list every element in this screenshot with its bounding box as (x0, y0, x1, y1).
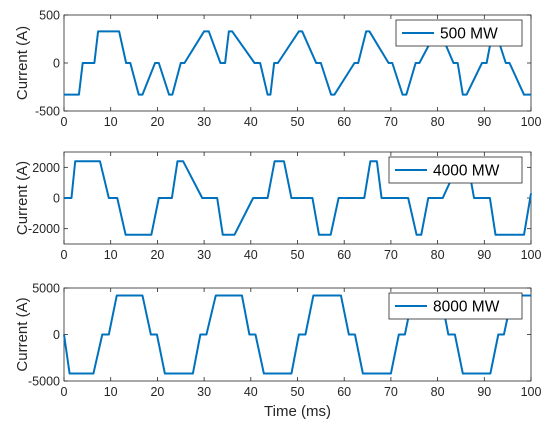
x-tick-label: 20 (150, 248, 164, 262)
x-tick-label: 100 (521, 385, 542, 399)
x-tick-label: 80 (431, 248, 445, 262)
legend-label: 4000 MW (433, 163, 500, 180)
series-line (64, 160, 532, 236)
x-tick-label: 100 (521, 248, 542, 262)
x-tick-label: 40 (244, 385, 258, 399)
x-tick-label: 60 (337, 385, 351, 399)
series-line (63, 294, 531, 375)
x-tick-label: 20 (150, 115, 164, 129)
x-tick-label: 60 (337, 115, 351, 129)
y-axis-label: Current (A) (14, 297, 31, 371)
y-tick-label: 0 (53, 328, 60, 342)
x-tick-label: 70 (384, 115, 398, 129)
y-axis-label: Current (A) (14, 161, 31, 235)
x-tick-label: 60 (337, 248, 351, 262)
x-tick-label: 50 (291, 115, 305, 129)
x-tick-label: 0 (61, 385, 68, 399)
x-tick-label: 100 (521, 115, 542, 129)
legend: 500 MW (395, 19, 523, 47)
panel-3: 0 10 20 30 40 50 60 70 80 90 10050000-5000Current … (14, 282, 541, 400)
x-tick-label: 30 (197, 385, 211, 399)
x-tick-label: 50 (291, 248, 305, 262)
x-tick-label: 10 (104, 248, 118, 262)
x-tick-label: 30 (197, 115, 211, 129)
x-axis-label: Time (ms) (264, 403, 331, 420)
y-tick-label: -500 (35, 105, 60, 119)
x-tick-label: 90 (477, 115, 491, 129)
y-tick-label: 0 (53, 192, 60, 206)
x-tick-label: 20 (150, 385, 164, 399)
x-tick-label: 90 (477, 385, 491, 399)
y-tick-label: -2000 (28, 222, 60, 236)
y-tick-label: -5000 (28, 375, 60, 389)
y-tick-label: 2000 (32, 161, 60, 175)
y-tick-label: 500 (39, 9, 60, 23)
legend: 4000 MW (388, 156, 523, 184)
legend-label: 8000 MW (433, 299, 500, 316)
x-tick-label: 40 (244, 248, 258, 262)
x-tick-label: 40 (244, 115, 258, 129)
legend: 8000 MW (388, 292, 523, 320)
x-tick-label: 30 (197, 248, 211, 262)
x-tick-label: 90 (477, 248, 491, 262)
x-tick-label: 80 (431, 385, 445, 399)
series-line (64, 30, 531, 96)
x-tick-label: 10 (104, 385, 118, 399)
y-axis-label: Current (A) (14, 26, 31, 100)
panel-2: 0 10 20 30 40 50 60 70 80 90 10020000-2000Current … (14, 151, 542, 262)
y-tick-label: 0 (53, 57, 60, 71)
x-tick-label: 10 (104, 115, 118, 129)
x-tick-label: 70 (384, 385, 398, 399)
x-tick-label: 70 (384, 248, 398, 262)
x-tick-label: 80 (431, 115, 445, 129)
y-tick-label: 5000 (32, 282, 60, 296)
x-tick-label: 0 (61, 248, 68, 262)
x-tick-label: 50 (291, 385, 305, 399)
x-tick-label: 0 (61, 115, 68, 129)
legend-label: 500 MW (440, 26, 498, 43)
